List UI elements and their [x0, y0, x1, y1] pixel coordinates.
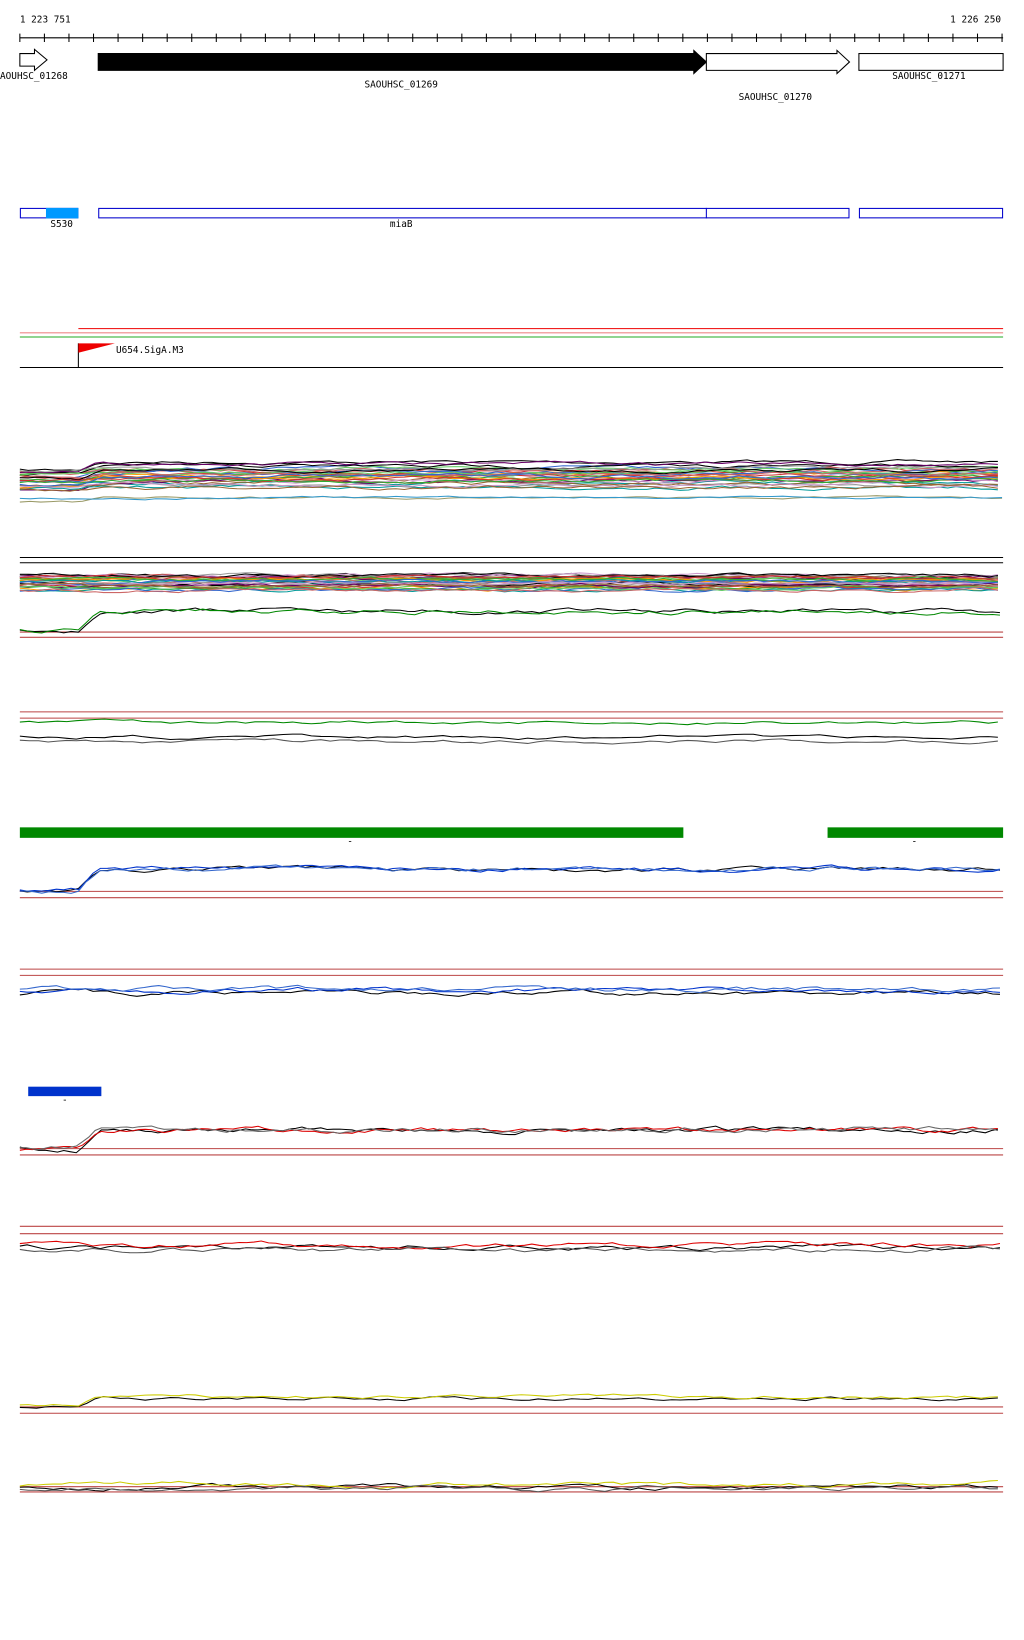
ruler: 1 223 751 1 226 250	[19, 14, 1004, 42]
signal-line	[19, 738, 998, 745]
signal-line	[19, 460, 998, 474]
signal-line	[19, 466, 998, 481]
signal-line	[19, 483, 998, 492]
signal-tracks	[19, 459, 1004, 1493]
gene-label: SAOUHSC_01270	[739, 92, 813, 103]
genes	[19, 48, 1004, 75]
signal-line	[19, 1243, 1001, 1252]
feature-label: miaB	[390, 219, 413, 230]
signal-line	[19, 1125, 999, 1150]
feature-box	[98, 207, 850, 219]
promoter-label: U654.SigA.M3	[116, 345, 184, 356]
promoter-flag	[78, 343, 115, 353]
gene-label: SAOUHSC_01271	[892, 71, 966, 82]
signal-line	[19, 984, 1000, 994]
signal-line	[19, 1125, 998, 1151]
signal-line	[19, 484, 998, 492]
signal-line	[19, 581, 998, 587]
signal-line	[19, 988, 1000, 997]
signal-line	[19, 572, 998, 579]
gene-arrow	[705, 49, 851, 75]
signal-line	[19, 580, 998, 588]
features	[19, 207, 1004, 219]
signal-line	[19, 608, 1001, 634]
gene-arrow	[97, 49, 708, 75]
signal-line	[19, 465, 998, 474]
signal-line	[19, 1395, 998, 1409]
signal-line	[19, 718, 998, 726]
signal-line	[19, 586, 998, 594]
feature-box	[858, 207, 1004, 219]
signal-line	[19, 475, 998, 483]
signal-line	[19, 495, 1003, 501]
signal-line	[19, 481, 998, 489]
signal-line	[19, 574, 998, 581]
track-label: -	[62, 1095, 68, 1106]
feature-label: S530	[50, 219, 73, 230]
signal-line	[19, 584, 998, 592]
feature-fill	[45, 207, 79, 219]
region-bar	[827, 827, 1004, 838]
signal-line	[19, 477, 998, 484]
gene-label: AOUHSC_01268	[0, 71, 68, 82]
signal-line	[19, 1245, 1001, 1254]
track-label: -	[347, 837, 353, 848]
signal-line	[19, 1240, 1001, 1250]
signal-line	[19, 986, 1001, 995]
signal-line	[19, 472, 998, 487]
gene-arrow	[19, 48, 48, 72]
bars	[19, 827, 1004, 1097]
signal-line	[19, 578, 998, 586]
track-label: -	[911, 837, 917, 848]
signal-line	[19, 607, 1001, 634]
signal-line	[19, 733, 998, 740]
promoter-track	[19, 328, 1004, 369]
signal-line	[19, 1479, 998, 1490]
gene-label: SAOUHSC_01269	[365, 80, 439, 91]
signal-line	[19, 864, 1001, 894]
region-bar	[19, 827, 684, 838]
signal-line	[19, 576, 998, 583]
signal-line	[19, 582, 998, 589]
region-bar	[28, 1086, 102, 1097]
ruler-end: 1 226 250	[950, 14, 1001, 25]
signal-line	[19, 1484, 998, 1493]
ruler-start: 1 223 751	[20, 14, 71, 25]
gene-box	[858, 53, 1004, 71]
signal-line	[19, 1393, 998, 1407]
